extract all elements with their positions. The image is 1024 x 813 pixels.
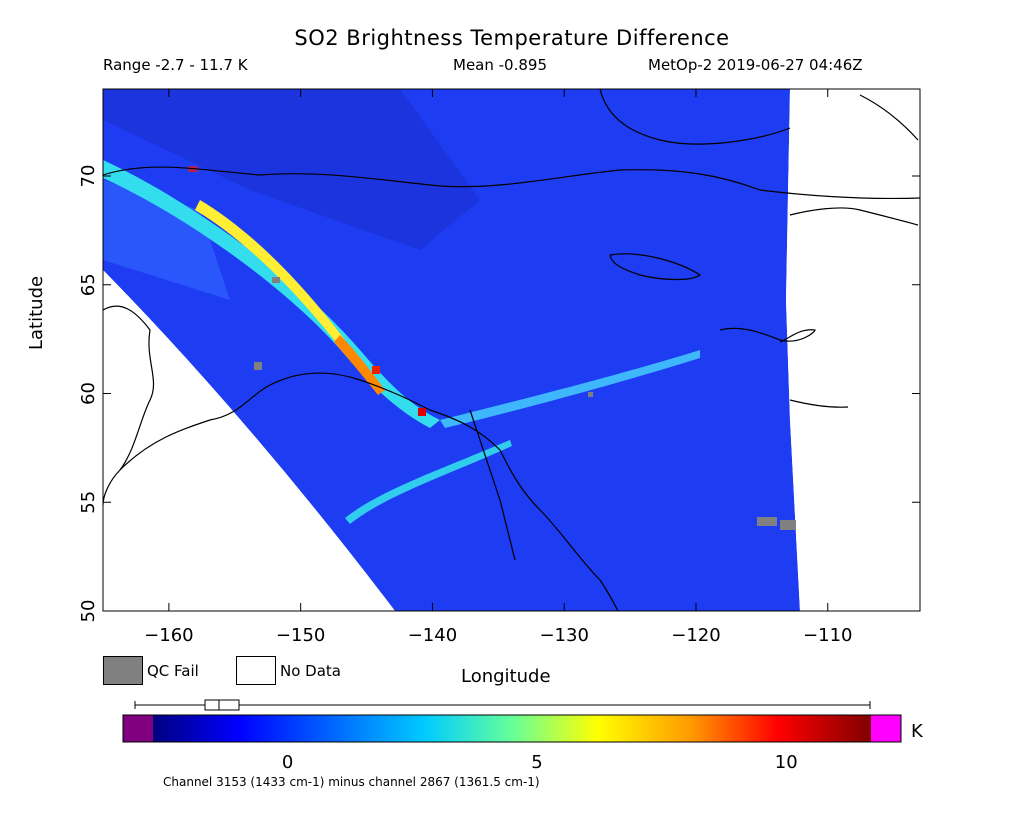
y-tick-label: 60 xyxy=(78,382,99,405)
colorbar-tick-label: 10 xyxy=(775,752,798,773)
plot-frame xyxy=(102,88,921,612)
y-axis-label: Latitude xyxy=(26,275,47,350)
qc-fail-pixel xyxy=(588,392,593,397)
x-tick-label: −120 xyxy=(671,625,720,646)
plume-core xyxy=(195,200,345,345)
colorbar-ticks: 0 5 10 xyxy=(282,752,798,773)
x-tick-label: −150 xyxy=(276,625,325,646)
coastlines xyxy=(103,89,920,611)
range-text: Range -2.7 - 11.7 K xyxy=(103,56,248,74)
x-tick-label: −130 xyxy=(539,625,588,646)
no-data-swatch xyxy=(236,656,276,685)
plume-south-band xyxy=(345,440,512,524)
qc-fail-swatch xyxy=(103,656,143,685)
map-layer xyxy=(103,89,920,611)
qc-fail-pixel xyxy=(780,520,796,530)
x-tick-label: −110 xyxy=(803,625,852,646)
y-axis-ticks: 50 55 60 65 70 xyxy=(78,165,920,623)
no-data-region xyxy=(103,270,395,611)
plume-red-pixel xyxy=(372,366,380,374)
boxplot-box xyxy=(204,699,240,711)
qc-fail-pixel xyxy=(757,517,777,526)
x-axis-ticks: −160 −150 −140 −130 −120 −110 xyxy=(144,89,852,646)
dark-zone xyxy=(103,89,480,250)
qc-fail-pixel xyxy=(272,277,280,283)
no-data-region xyxy=(786,89,920,611)
colorbar-tick-label: 0 xyxy=(282,752,293,773)
channel-footnote: Channel 3153 (1433 cm-1) minus channel 2… xyxy=(163,775,540,789)
y-tick-label: 50 xyxy=(78,600,99,623)
colorbar-unit: K xyxy=(911,721,923,742)
colorbar-overflow xyxy=(871,715,901,742)
colorbar-tick-label: 5 xyxy=(531,752,542,773)
plume-hotspot xyxy=(334,335,385,395)
colorbar: 0 5 10 xyxy=(122,714,902,773)
qc-fail-pixel xyxy=(254,362,262,370)
satellite-time-text: MetOp-2 2019-06-27 04:46Z xyxy=(648,56,863,74)
y-tick-label: 70 xyxy=(78,165,99,188)
y-tick-label: 55 xyxy=(78,491,99,514)
chart-title: SO2 Brightness Temperature Difference xyxy=(294,26,730,50)
x-tick-label: −160 xyxy=(144,625,193,646)
colorbar-frame xyxy=(122,714,902,743)
qc-fail-label: QC Fail xyxy=(147,662,199,680)
data-swath xyxy=(103,89,800,611)
plume-east-branch xyxy=(440,350,700,428)
y-tick-label: 65 xyxy=(78,273,99,296)
mean-text: Mean -0.895 xyxy=(453,56,547,74)
plume-red-pixel xyxy=(418,408,426,416)
colorbar-gradient xyxy=(153,715,871,742)
distribution-boxplot xyxy=(134,699,871,711)
x-axis-label: Longitude xyxy=(461,666,551,687)
colorbar-underflow xyxy=(123,715,153,742)
x-tick-label: −140 xyxy=(408,625,457,646)
no-data-label: No Data xyxy=(280,662,341,680)
